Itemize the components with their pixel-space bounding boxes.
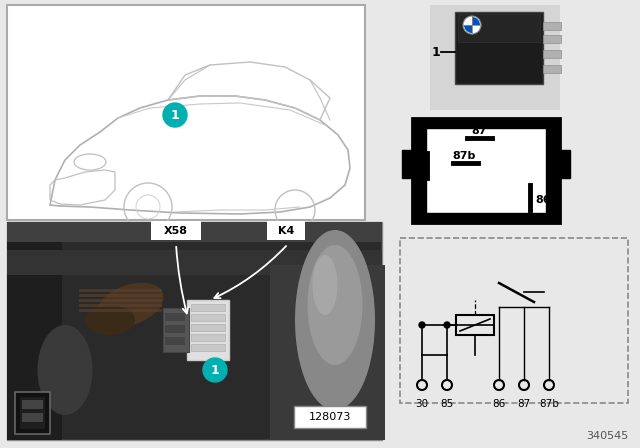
Text: X58: X58 [164,226,188,236]
Wedge shape [472,17,480,25]
Bar [294,406,366,428]
Text: 85: 85 [440,399,454,409]
Bar [22,413,43,422]
Text: 340545: 340545 [586,431,628,441]
Bar [400,238,628,403]
Bar [455,12,543,84]
Circle shape [444,322,450,328]
Bar [187,300,229,360]
Bar [7,222,382,440]
Text: 1: 1 [211,363,220,376]
Bar [558,150,570,178]
Ellipse shape [38,325,93,415]
Ellipse shape [312,255,337,315]
Text: 30: 30 [406,158,421,168]
Circle shape [463,16,481,34]
Bar [22,400,43,409]
Bar [151,221,201,240]
Bar [163,308,189,352]
Text: 1: 1 [171,108,179,121]
Bar [165,337,185,345]
Text: 87b: 87b [539,399,559,409]
Bar [20,397,45,429]
Bar [267,221,305,240]
Bar [270,265,385,440]
Bar [456,315,494,335]
Bar [165,325,185,333]
Bar [543,22,561,30]
Bar [191,324,225,331]
Bar [7,222,62,440]
Bar [543,50,561,58]
Text: 87: 87 [517,399,531,409]
Bar [543,35,561,43]
Ellipse shape [295,230,375,410]
Bar [7,5,365,220]
Text: 86: 86 [492,399,506,409]
Bar [7,250,382,275]
Bar [430,5,560,110]
Text: 86: 86 [535,195,550,205]
Ellipse shape [97,283,164,327]
Text: 87: 87 [471,126,487,136]
Text: 128073: 128073 [309,412,351,422]
Bar [412,118,560,223]
Ellipse shape [85,305,135,335]
Text: 87b: 87b [452,151,476,161]
Ellipse shape [307,245,362,365]
Wedge shape [464,25,472,33]
Bar [191,304,225,311]
Bar [191,314,225,321]
Text: K4: K4 [278,226,294,236]
Bar [191,344,225,351]
Bar [191,334,225,341]
Bar [458,14,540,42]
Text: 85: 85 [554,158,570,168]
Circle shape [163,103,187,127]
Circle shape [419,322,425,328]
Bar [165,313,185,321]
Bar [15,392,50,434]
Circle shape [203,358,227,382]
Text: 1: 1 [431,46,440,59]
Text: 30: 30 [415,399,429,409]
Bar [402,150,414,178]
Bar [7,222,382,242]
Bar [543,65,561,73]
Bar [426,128,546,213]
